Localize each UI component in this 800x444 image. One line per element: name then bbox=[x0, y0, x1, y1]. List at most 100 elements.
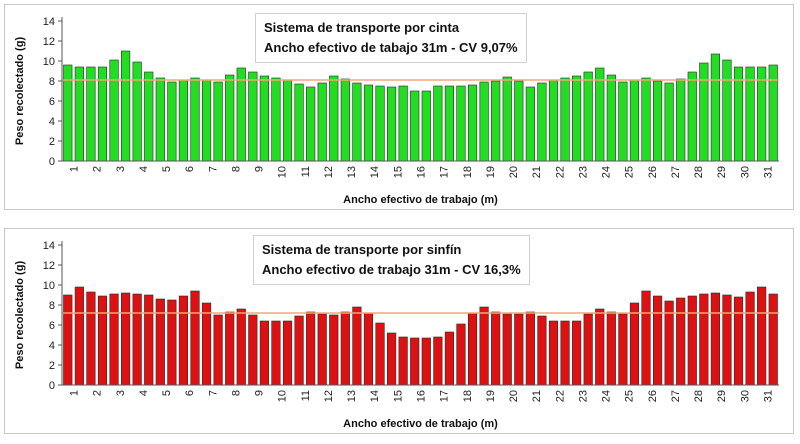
x-tick-label: 5 bbox=[161, 390, 173, 396]
bar bbox=[144, 294, 154, 386]
x-tick-label: 24 bbox=[601, 166, 613, 178]
x-tick-label: 27 bbox=[670, 390, 682, 402]
x-tick-label: 27 bbox=[670, 166, 682, 178]
bar bbox=[641, 290, 651, 386]
bar bbox=[225, 311, 235, 386]
bar bbox=[178, 295, 189, 386]
x-tick-label: 26 bbox=[647, 166, 659, 178]
bar bbox=[652, 295, 663, 386]
bar bbox=[537, 315, 547, 386]
x-tick-label: 23 bbox=[577, 166, 589, 178]
bar bbox=[340, 78, 350, 162]
x-tick-label: 28 bbox=[693, 390, 705, 402]
bar bbox=[248, 71, 258, 162]
y-tick-label: 0 bbox=[49, 156, 55, 168]
bar bbox=[629, 302, 640, 386]
x-tick-label: 19 bbox=[485, 390, 497, 402]
bar bbox=[363, 312, 374, 386]
x-tick-label: 9 bbox=[254, 390, 266, 396]
bar bbox=[144, 71, 154, 162]
chart-panel-sinfin: Peso recolectado (g) Ancho efectivo de tr… bbox=[4, 228, 794, 434]
bar bbox=[606, 311, 616, 386]
y-tick-label: 10 bbox=[43, 280, 55, 292]
y-tick-label: 4 bbox=[49, 116, 55, 128]
y-axis-label: Peso recolectado (g) bbox=[14, 37, 26, 146]
bar bbox=[664, 82, 674, 162]
y-tick-label: 12 bbox=[43, 260, 55, 272]
y-axis-label: Peso recolectado (g) bbox=[14, 261, 26, 370]
x-tick-label: 18 bbox=[462, 390, 474, 402]
x-tick-label: 24 bbox=[601, 390, 613, 402]
bar bbox=[479, 306, 489, 386]
bar bbox=[745, 66, 755, 162]
bar bbox=[74, 286, 84, 386]
bar bbox=[109, 293, 119, 386]
bar bbox=[248, 314, 258, 386]
bar bbox=[572, 320, 582, 386]
bar bbox=[97, 66, 108, 162]
x-tick-label: 4 bbox=[138, 166, 150, 172]
chart-subtitle: Ancho efectivo de tabajo 31m - CV 9,07% bbox=[264, 40, 518, 55]
bar bbox=[121, 292, 131, 386]
x-tick-label: 14 bbox=[369, 390, 381, 402]
bar bbox=[225, 74, 235, 162]
x-tick-label: 4 bbox=[138, 390, 150, 396]
bar bbox=[421, 90, 431, 162]
y-tick-label: 8 bbox=[49, 76, 55, 88]
bar bbox=[595, 67, 605, 162]
bar bbox=[502, 313, 512, 386]
x-axis-label: Ancho efectivo de trabajo (m) bbox=[343, 194, 498, 206]
bar bbox=[109, 59, 119, 162]
bar bbox=[236, 308, 246, 386]
x-tick-label: 14 bbox=[369, 166, 381, 178]
bar bbox=[699, 293, 709, 386]
x-tick-label: 25 bbox=[624, 390, 636, 402]
chart-panel-cinta: Peso recolectado (g) Ancho efectivo de tr… bbox=[4, 4, 794, 210]
x-tick-label: 21 bbox=[531, 390, 543, 402]
y-tick-label: 8 bbox=[49, 300, 55, 312]
x-tick-label: 29 bbox=[716, 390, 728, 402]
bar bbox=[618, 81, 628, 162]
x-tick-label: 13 bbox=[346, 390, 358, 402]
x-tick-label: 13 bbox=[346, 166, 358, 178]
bar bbox=[433, 336, 443, 386]
bar bbox=[548, 79, 559, 162]
x-tick-label: 10 bbox=[277, 166, 289, 178]
y-tick-label: 6 bbox=[49, 96, 55, 108]
x-tick-label: 7 bbox=[207, 166, 219, 172]
x-tick-label: 2 bbox=[92, 166, 104, 172]
x-tick-label: 12 bbox=[323, 390, 335, 402]
bar bbox=[479, 81, 489, 162]
bar bbox=[514, 80, 524, 162]
x-tick-label: 22 bbox=[554, 390, 566, 402]
x-tick-label: 6 bbox=[184, 390, 196, 396]
bar bbox=[444, 85, 454, 162]
x-tick-label: 7 bbox=[207, 390, 219, 396]
x-tick-label: 8 bbox=[230, 166, 242, 172]
bar bbox=[676, 297, 686, 386]
bar bbox=[733, 296, 744, 386]
x-tick-label: 10 bbox=[277, 390, 289, 402]
bar bbox=[190, 77, 200, 162]
x-tick-label: 22 bbox=[554, 166, 566, 178]
bar bbox=[306, 311, 316, 386]
bar bbox=[722, 59, 732, 162]
y-tick-label: 6 bbox=[49, 320, 55, 332]
bar bbox=[190, 290, 200, 386]
bar bbox=[618, 313, 628, 386]
bar bbox=[491, 80, 501, 162]
y-tick-label: 12 bbox=[43, 36, 55, 48]
bar bbox=[282, 320, 293, 386]
bar bbox=[317, 313, 327, 386]
x-tick-label: 11 bbox=[300, 166, 312, 177]
x-tick-label: 6 bbox=[184, 166, 196, 172]
bar bbox=[271, 320, 281, 386]
bar bbox=[502, 76, 512, 162]
bar bbox=[132, 293, 142, 386]
bar bbox=[699, 62, 709, 162]
bar bbox=[387, 332, 397, 386]
bar bbox=[178, 79, 189, 162]
bar bbox=[63, 294, 73, 386]
x-tick-label: 2 bbox=[92, 390, 104, 396]
bar bbox=[757, 66, 767, 162]
